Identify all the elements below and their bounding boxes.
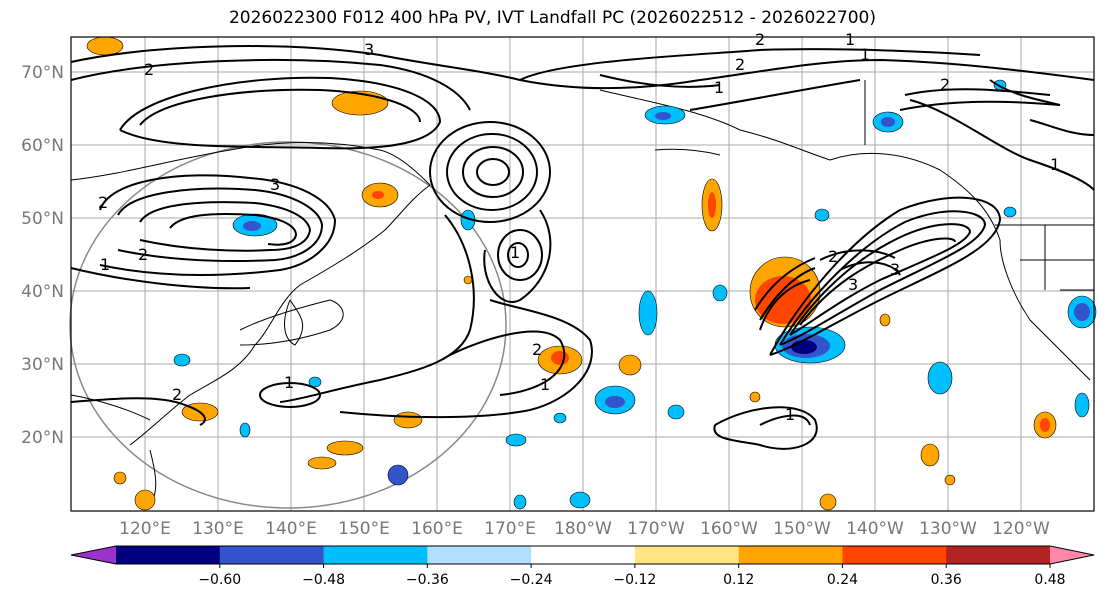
colorbar-extend-low bbox=[71, 546, 116, 564]
contour-label: 2 bbox=[735, 55, 745, 74]
colorbar-tick-label: −0.24 bbox=[510, 572, 553, 588]
map-title: 2026022300 F012 400 hPa PV, IVT Landfall… bbox=[228, 8, 876, 28]
lon-label: 170°E bbox=[484, 519, 536, 539]
lon-label: 120°E bbox=[119, 519, 171, 539]
colorbar-tick-label: 0.36 bbox=[931, 572, 962, 588]
colorbar-tick-label: −0.36 bbox=[406, 572, 449, 588]
contour-label: 1 bbox=[284, 373, 294, 392]
lon-label: 120°W bbox=[992, 519, 1050, 539]
colorbar-segment bbox=[116, 546, 221, 564]
colorbar-tick-label: −0.12 bbox=[613, 572, 656, 588]
lon-label: 180°W bbox=[554, 519, 612, 539]
contour-label: 1 bbox=[540, 375, 550, 394]
reference-circle bbox=[69, 141, 507, 509]
colorbar-segment bbox=[738, 546, 843, 564]
colorbar-segment bbox=[427, 546, 532, 564]
contour-label: 2 bbox=[138, 245, 148, 264]
lat-label: 20°N bbox=[21, 428, 64, 448]
colorbar-segment bbox=[531, 546, 636, 564]
colorbar-ticks: −0.60 −0.48 −0.36 −0.24 −0.12 0.12 0.24 0.36 0.4… bbox=[198, 564, 1066, 588]
colorbar bbox=[70, 545, 1095, 565]
colorbar-segment bbox=[946, 546, 1051, 564]
contour-label: 2 bbox=[828, 247, 838, 266]
lon-label: 150°W bbox=[773, 519, 831, 539]
contour-label: 1 bbox=[510, 243, 520, 262]
contour-label: 1 bbox=[714, 78, 724, 97]
contour-labels: 3 2 2 1 2 1 2 2 1 1 3 1 2 2 1 2 1 2 3 3 … bbox=[98, 30, 1060, 424]
contour-label: 2 bbox=[755, 30, 765, 49]
lat-label: 40°N bbox=[21, 282, 64, 302]
lon-label: 130°E bbox=[192, 519, 244, 539]
lon-label: 140°W bbox=[846, 519, 904, 539]
latitude-labels: 70°N 60°N 50°N 40°N 30°N 20°N bbox=[21, 63, 64, 448]
lon-label: 160°W bbox=[700, 519, 758, 539]
colorbar-outline bbox=[70, 545, 1095, 565]
lon-label: 140°E bbox=[265, 519, 317, 539]
contour-label: 2 bbox=[172, 385, 182, 404]
lat-label: 50°N bbox=[21, 209, 64, 229]
contour-label: 1 bbox=[785, 405, 795, 424]
lat-label: 70°N bbox=[21, 63, 64, 83]
colorbar-segment bbox=[219, 546, 325, 564]
lat-label: 60°N bbox=[21, 136, 64, 156]
contour-label: 2 bbox=[940, 75, 950, 94]
contour-label: 3 bbox=[848, 275, 858, 294]
colorbar-tick-label: 0.24 bbox=[827, 572, 858, 588]
contour-label: 1 bbox=[845, 30, 855, 49]
colorbar-segment bbox=[842, 546, 947, 564]
lon-label: 130°W bbox=[919, 519, 977, 539]
lon-label: 160°E bbox=[411, 519, 463, 539]
colorbar-extend-high bbox=[1050, 546, 1094, 564]
lon-label: 150°E bbox=[338, 519, 390, 539]
colorbar-tick-label: −0.48 bbox=[302, 572, 345, 588]
contour-label: 1 bbox=[1050, 155, 1060, 174]
colorbar-segment bbox=[323, 546, 428, 564]
map-frame bbox=[70, 36, 1095, 512]
lat-label: 30°N bbox=[21, 355, 64, 375]
contour-label: 2 bbox=[98, 193, 108, 212]
contour-label: 3 bbox=[270, 175, 280, 194]
colorbar-segment bbox=[634, 546, 740, 564]
contours bbox=[70, 45, 1095, 450]
contour-label: 3 bbox=[890, 260, 900, 279]
lon-label: 170°W bbox=[627, 519, 685, 539]
longitude-labels: 120°E 130°E 140°E 150°E 160°E 170°E 180°… bbox=[119, 519, 1050, 539]
colorbar-tick-label: 0.48 bbox=[1034, 572, 1065, 588]
contour-label: 1 bbox=[860, 45, 870, 64]
colorbar-tick-label: 0.12 bbox=[723, 572, 754, 588]
contour-label: 2 bbox=[144, 60, 154, 79]
colorbar-tick-label: −0.60 bbox=[198, 572, 241, 588]
contour-label: 1 bbox=[100, 255, 110, 274]
contour-label: 2 bbox=[532, 340, 542, 359]
contour-label: 3 bbox=[364, 40, 374, 59]
